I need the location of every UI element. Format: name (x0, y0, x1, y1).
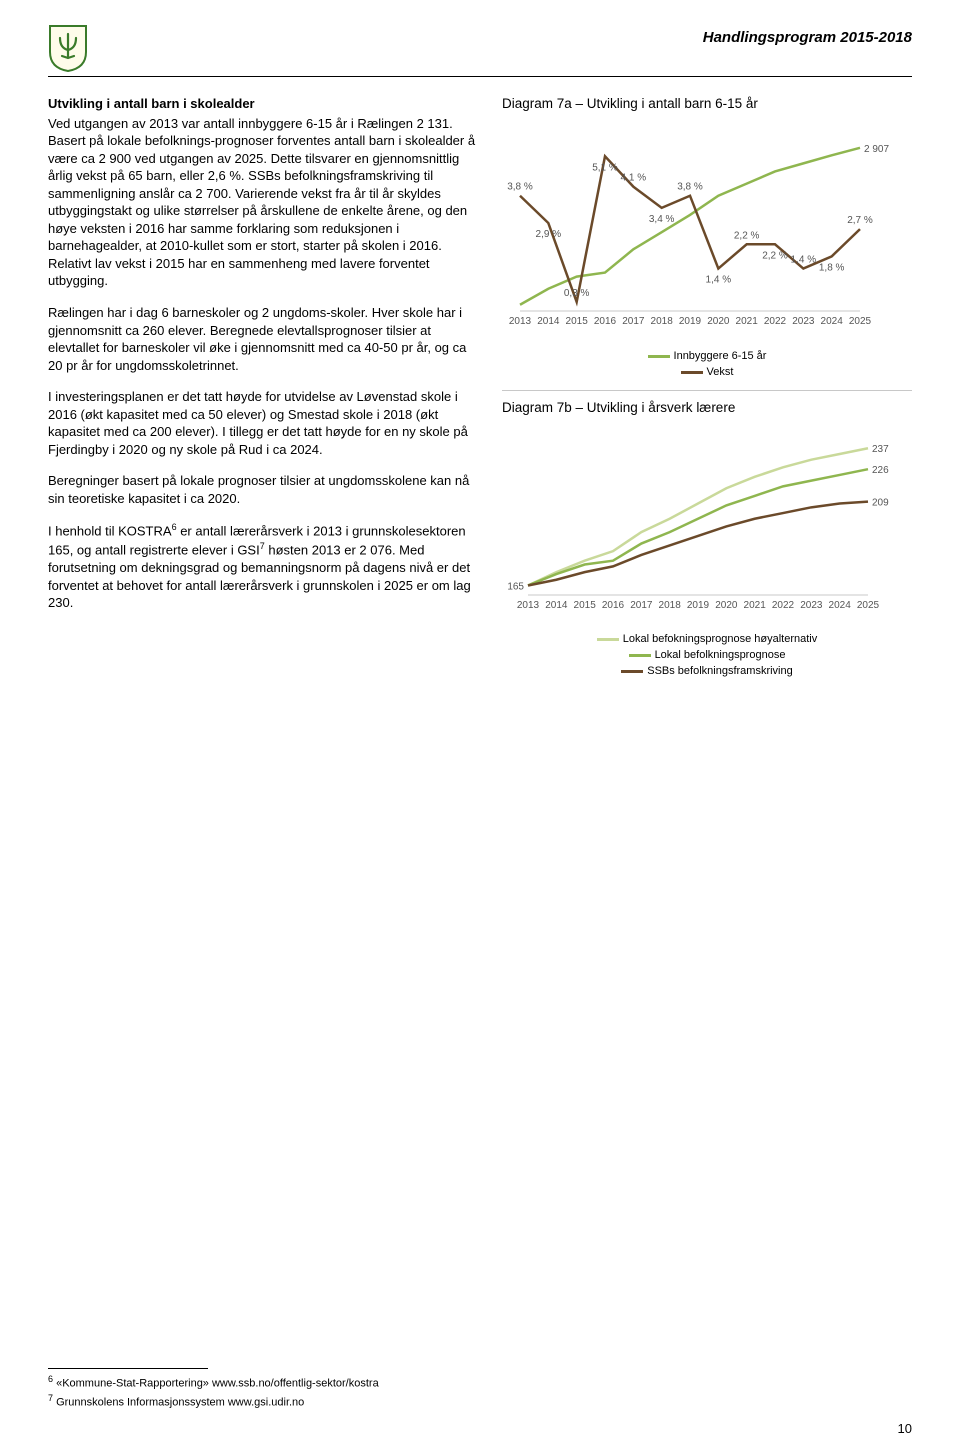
svg-text:209: 209 (872, 497, 889, 508)
svg-text:2014: 2014 (545, 600, 568, 611)
svg-text:4,1 %: 4,1 % (621, 173, 647, 184)
svg-text:2014: 2014 (537, 316, 560, 327)
municipality-logo-icon (48, 24, 88, 72)
page-number: 10 (898, 1420, 912, 1438)
svg-text:2,2 %: 2,2 % (762, 250, 788, 261)
svg-text:2019: 2019 (687, 600, 710, 611)
svg-text:2019: 2019 (679, 316, 702, 327)
footnote-7: 7 Grunnskolens Informasjonssystem www.gs… (48, 1392, 379, 1411)
footnote-6: 6 «Kommune-Stat-Rapportering» www.ssb.no… (48, 1373, 379, 1392)
svg-text:237: 237 (872, 444, 889, 455)
svg-text:0,3 %: 0,3 % (564, 288, 590, 299)
paragraph-1: Ved utgangen av 2013 var antall innbygge… (48, 115, 478, 290)
svg-text:5,1 %: 5,1 % (592, 163, 618, 174)
svg-text:2016: 2016 (602, 600, 625, 611)
svg-text:2016: 2016 (594, 316, 617, 327)
svg-text:165: 165 (507, 581, 524, 592)
svg-text:2 907: 2 907 (864, 144, 889, 155)
svg-text:1,4 %: 1,4 % (706, 275, 732, 286)
svg-text:2021: 2021 (736, 316, 759, 327)
header-title: Handlingsprogram 2015-2018 (703, 28, 912, 48)
page-header: Handlingsprogram 2015-2018 (48, 24, 912, 77)
svg-text:2020: 2020 (715, 600, 738, 611)
svg-text:2024: 2024 (821, 316, 844, 327)
svg-text:2025: 2025 (857, 600, 880, 611)
svg-text:2020: 2020 (707, 316, 730, 327)
svg-text:2,7 %: 2,7 % (847, 215, 873, 226)
svg-text:2017: 2017 (630, 600, 653, 611)
svg-text:2022: 2022 (764, 316, 787, 327)
svg-text:1,4 %: 1,4 % (791, 255, 817, 266)
section-title: Utvikling i antall barn i skolealder (48, 95, 478, 113)
svg-text:3,8 %: 3,8 % (677, 182, 703, 193)
paragraph-4: Beregninger basert på lokale prognoser t… (48, 472, 478, 507)
svg-text:2013: 2013 (517, 600, 540, 611)
svg-text:2015: 2015 (566, 316, 589, 327)
svg-text:2,2 %: 2,2 % (734, 230, 760, 241)
svg-text:2021: 2021 (744, 600, 767, 611)
svg-text:2024: 2024 (829, 600, 852, 611)
svg-text:226: 226 (872, 465, 889, 476)
chart-7b-title: Diagram 7b – Utvikling i årsverk lærere (502, 399, 912, 417)
svg-text:2023: 2023 (800, 600, 823, 611)
svg-text:3,4 %: 3,4 % (649, 214, 675, 225)
svg-text:2017: 2017 (622, 316, 645, 327)
chart-7a-title: Diagram 7a – Utvikling i antall barn 6-1… (502, 95, 912, 113)
svg-text:2018: 2018 (651, 316, 674, 327)
svg-text:2013: 2013 (509, 316, 532, 327)
left-text-column: Utvikling i antall barn i skolealder Ved… (48, 95, 478, 697)
footnotes: 6 «Kommune-Stat-Rapportering» www.ssb.no… (48, 1368, 379, 1410)
chart-7b-legend: Lokal befokningsprognose høyalternativLo… (502, 627, 912, 689)
paragraph-3: I investeringsplanen er det tatt høyde f… (48, 388, 478, 458)
chart-7a-svg: 2013 2014 2015 2016 2017 2018 2019 2020 2021 2022… (502, 119, 902, 339)
chart-7b-svg: 2013 2014 2015 2016 2017 2018 2019 2020 2021 2022… (502, 423, 902, 623)
paragraph-5: I henhold til KOSTRA6 er antall lærerårs… (48, 521, 478, 611)
chart-7a-legend: Innbyggere 6-15 årVekst (502, 344, 912, 390)
paragraph-2: Rælingen har i dag 6 barneskoler og 2 un… (48, 304, 478, 374)
svg-text:2015: 2015 (574, 600, 597, 611)
svg-text:2,9 %: 2,9 % (536, 229, 562, 240)
svg-text:2022: 2022 (772, 600, 795, 611)
svg-text:2023: 2023 (792, 316, 815, 327)
svg-text:2018: 2018 (659, 600, 682, 611)
right-charts-column: Diagram 7a – Utvikling i antall barn 6-1… (502, 95, 912, 697)
svg-text:2025: 2025 (849, 316, 872, 327)
chart-7a: 2013 2014 2015 2016 2017 2018 2019 2020 2021 2022… (502, 119, 912, 390)
svg-text:3,8 %: 3,8 % (507, 182, 533, 193)
chart-7b: 2013 2014 2015 2016 2017 2018 2019 2020 2021 2022… (502, 423, 912, 689)
svg-text:1,8 %: 1,8 % (819, 263, 845, 274)
